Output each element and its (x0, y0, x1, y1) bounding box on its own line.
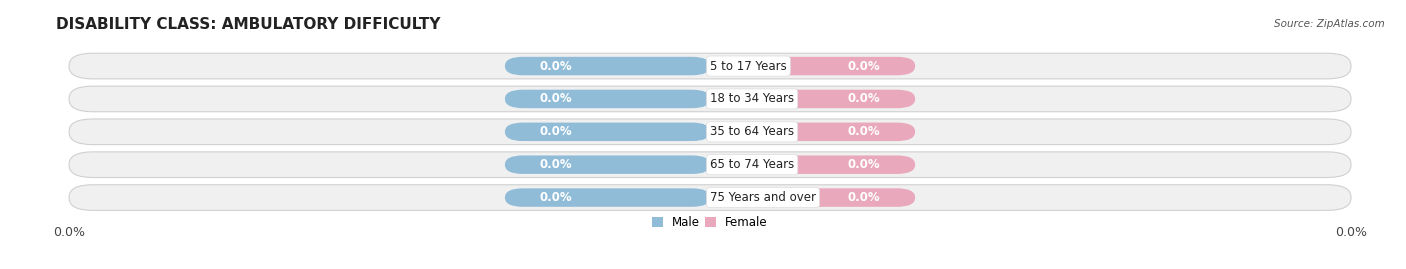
FancyBboxPatch shape (505, 155, 710, 174)
Text: 35 to 64 Years: 35 to 64 Years (710, 125, 794, 138)
FancyBboxPatch shape (710, 90, 915, 108)
FancyBboxPatch shape (69, 53, 1351, 79)
Text: 0.0%: 0.0% (848, 59, 880, 73)
Text: 65 to 74 Years: 65 to 74 Years (710, 158, 794, 171)
FancyBboxPatch shape (505, 123, 710, 141)
Text: 18 to 34 Years: 18 to 34 Years (710, 93, 794, 105)
FancyBboxPatch shape (69, 185, 1351, 210)
FancyBboxPatch shape (69, 119, 1351, 145)
FancyBboxPatch shape (69, 152, 1351, 178)
FancyBboxPatch shape (505, 90, 710, 108)
Text: Source: ZipAtlas.com: Source: ZipAtlas.com (1274, 19, 1385, 29)
Text: 0.0%: 0.0% (848, 191, 880, 204)
Text: 0.0%: 0.0% (540, 59, 572, 73)
FancyBboxPatch shape (505, 57, 710, 75)
FancyBboxPatch shape (69, 86, 1351, 112)
Text: 5 to 17 Years: 5 to 17 Years (710, 59, 787, 73)
Text: 0.0%: 0.0% (848, 93, 880, 105)
Legend: Male, Female: Male, Female (652, 216, 768, 229)
FancyBboxPatch shape (710, 188, 915, 207)
FancyBboxPatch shape (710, 155, 915, 174)
FancyBboxPatch shape (710, 123, 915, 141)
FancyBboxPatch shape (505, 188, 710, 207)
Text: 0.0%: 0.0% (540, 191, 572, 204)
Text: 0.0%: 0.0% (540, 125, 572, 138)
Text: DISABILITY CLASS: AMBULATORY DIFFICULTY: DISABILITY CLASS: AMBULATORY DIFFICULTY (56, 17, 440, 32)
Text: 75 Years and over: 75 Years and over (710, 191, 815, 204)
Text: 0.0%: 0.0% (848, 158, 880, 171)
Text: 0.0%: 0.0% (540, 93, 572, 105)
Text: 0.0%: 0.0% (848, 125, 880, 138)
Text: 0.0%: 0.0% (540, 158, 572, 171)
FancyBboxPatch shape (710, 57, 915, 75)
